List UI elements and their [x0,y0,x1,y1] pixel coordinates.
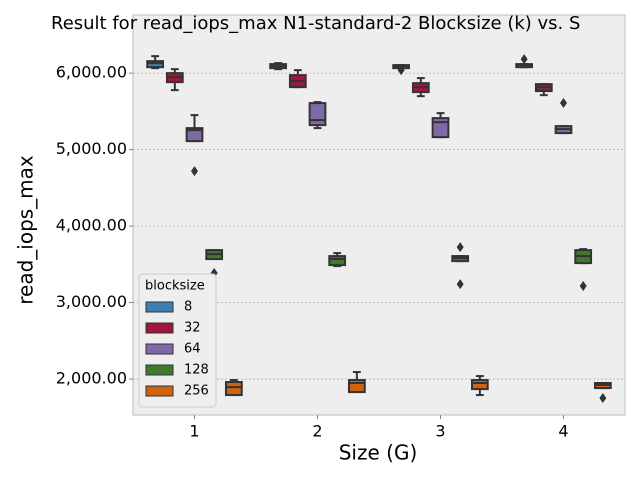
legend-label: 256 [184,384,209,399]
legend-swatch [145,301,174,313]
flier [456,242,464,253]
flier [560,97,567,108]
flier [599,393,607,404]
x-tick-label: 2 [312,422,322,441]
box [347,379,366,394]
box [328,255,347,267]
x-tick-label: 4 [558,422,568,441]
box [308,102,327,127]
legend-title: blocksize [145,279,205,294]
flier [191,166,198,177]
flier [579,281,587,292]
box [185,127,204,143]
y-tick-label: 2,000.00 [56,369,127,388]
legend-swatch [145,322,174,334]
legend-swatch [145,385,174,397]
y-axis-label: read_iops_max [14,155,38,305]
x-axis-label: Size (G) [339,441,418,465]
legend-label: 32 [184,321,201,336]
legend-swatch [145,364,174,376]
legend-label: 128 [184,363,209,378]
y-tick-label: 5,000.00 [56,139,127,158]
legend-label: 64 [184,342,201,357]
box [470,379,489,391]
x-tick-label: 1 [189,422,199,441]
flier [456,279,464,290]
legend-label: 8 [184,300,192,315]
y-tick-label: 6,000.00 [56,63,127,82]
box [146,60,165,69]
x-tick-label: 3 [435,422,445,441]
flier [520,54,528,65]
y-tick-label: 3,000.00 [56,292,127,311]
box [431,117,450,139]
chart-title: Result for read_iops_max N1-standard-2 B… [51,13,580,34]
y-tick-label: 4,000.00 [56,216,127,235]
flier [397,65,405,76]
legend-swatch [145,343,174,355]
box [224,381,243,397]
